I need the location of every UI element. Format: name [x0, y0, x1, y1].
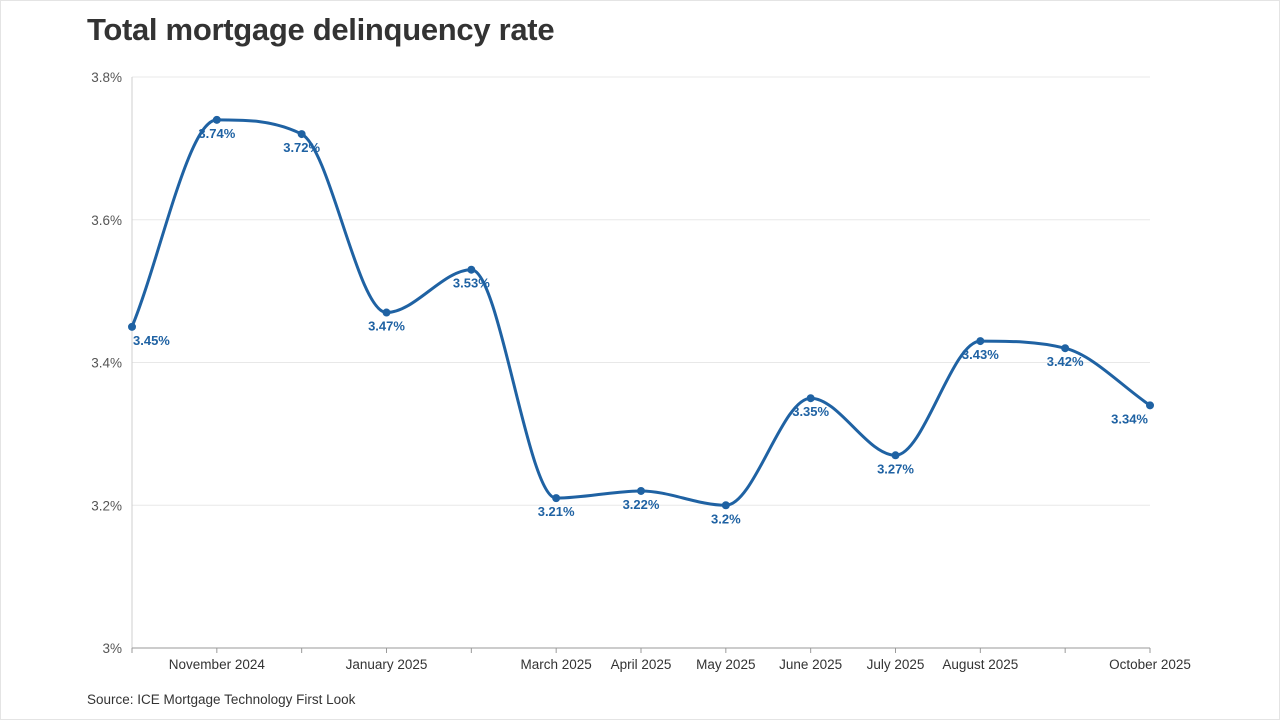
data-point [1061, 344, 1070, 353]
data-point [382, 308, 391, 317]
gridlines [132, 76, 1150, 649]
data-label: 3.72% [283, 140, 320, 155]
x-tick-label: November 2024 [169, 657, 266, 672]
data-point [467, 265, 476, 274]
data-label: 3.27% [877, 461, 914, 476]
x-tick-label: January 2025 [346, 657, 428, 672]
series-line [130, 118, 1152, 507]
source-note: Source: ICE Mortgage Technology First Lo… [87, 692, 356, 707]
data-label: 3.35% [792, 404, 829, 419]
data-label: 3.45% [133, 333, 170, 348]
data-label: 3.43% [962, 347, 999, 362]
data-label: 3.21% [538, 504, 575, 519]
x-tick-label: May 2025 [696, 657, 755, 672]
data-point [891, 451, 900, 460]
data-point [128, 322, 136, 331]
data-point [976, 337, 985, 346]
data-point [806, 394, 815, 403]
x-tick-label: August 2025 [942, 657, 1018, 672]
data-point [721, 501, 730, 510]
data-label: 3.2% [711, 511, 741, 526]
data-point [297, 130, 306, 139]
data-point [552, 494, 561, 503]
data-label: 3.74% [198, 126, 235, 141]
data-label: 3.34% [1111, 411, 1148, 426]
y-tick-label: 3.4% [91, 356, 122, 371]
data-point [212, 115, 221, 124]
x-tick-label: October 2025 [1109, 657, 1191, 672]
y-tick-label: 3.2% [91, 498, 122, 513]
data-label: 3.53% [453, 276, 490, 291]
x-tick-label: June 2025 [779, 657, 842, 672]
data-point [637, 486, 645, 495]
x-tick-label: March 2025 [521, 657, 592, 672]
data-labels: 3.45% 3.74% 3.72% 3.47% 3.53% 3.21% 3.22% 3.2% 3… [133, 126, 1148, 526]
data-label: 3.42% [1047, 354, 1084, 369]
y-tick-label: 3.8% [91, 70, 122, 85]
data-point [1146, 401, 1154, 410]
data-points [128, 115, 1154, 510]
x-tick-label: July 2025 [867, 657, 925, 672]
x-tick-label: April 2025 [611, 657, 672, 672]
data-label: 3.47% [368, 319, 405, 334]
y-tick-label: 3.6% [91, 213, 122, 228]
series-path [130, 118, 1152, 507]
chart-title: Total mortgage delinquency rate [87, 12, 555, 47]
axes: 3% 3.2% 3.4% 3.6% 3.8% November 2024 January 2… [91, 70, 1191, 672]
data-label: 3.22% [623, 497, 660, 512]
y-tick-label: 3% [102, 641, 122, 656]
